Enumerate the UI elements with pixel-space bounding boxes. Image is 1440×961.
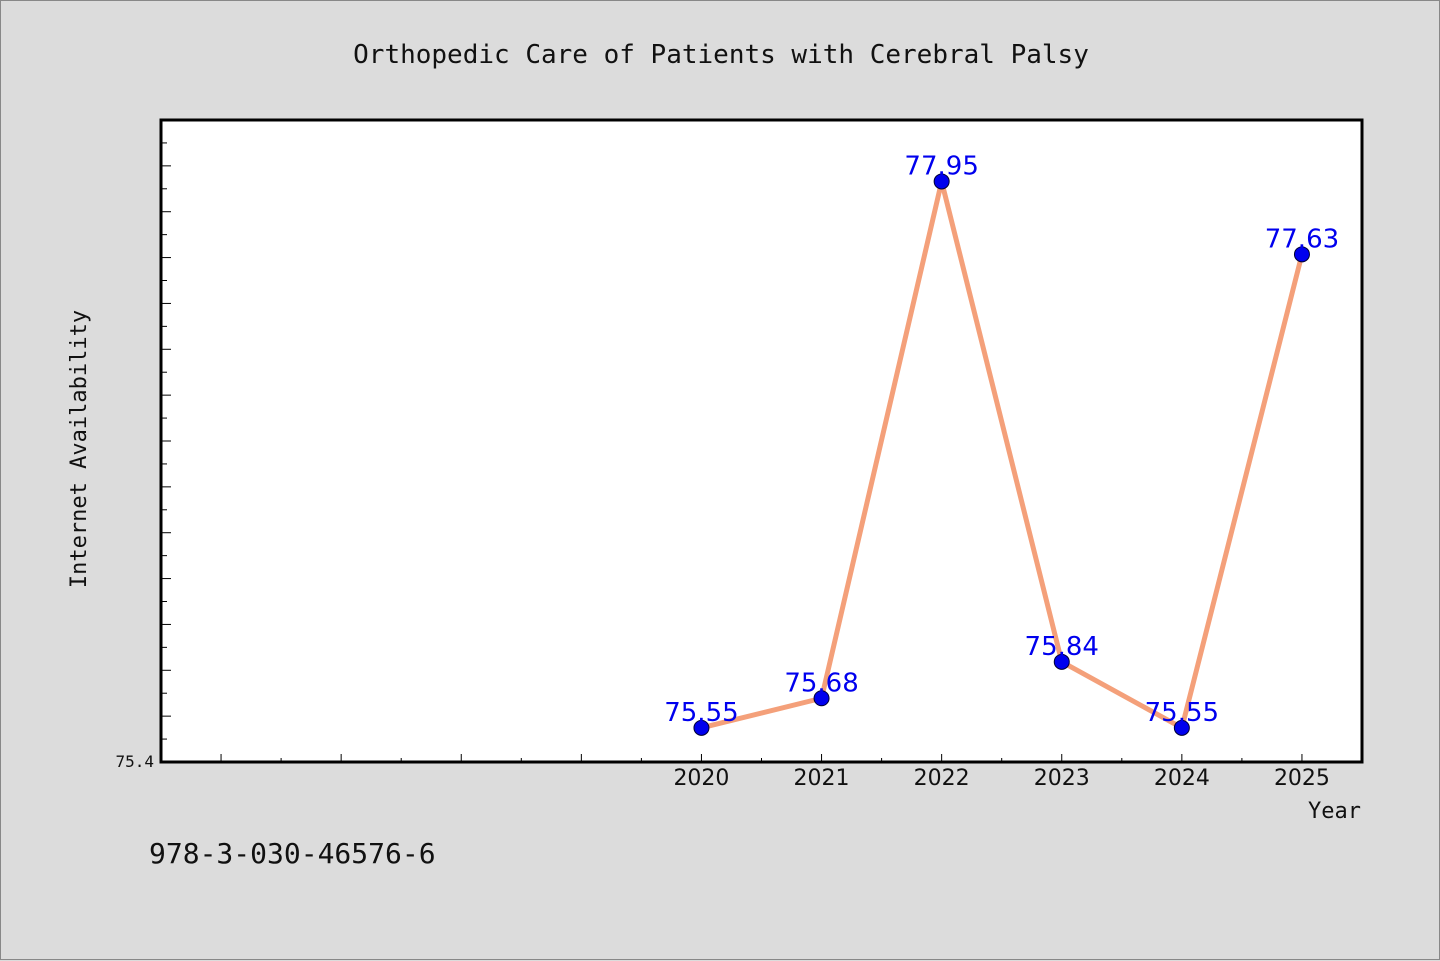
data-point (1293, 246, 1310, 263)
x-axis-ticks (160, 754, 1363, 762)
data-label: 75.55 (1145, 698, 1219, 728)
plot-area (159, 118, 1364, 764)
chart-title: Orthopedic Care of Patients with Cerebra… (353, 40, 1089, 70)
x-tick-label: 2022 (914, 766, 970, 791)
y-tick-label: 75.4 (115, 752, 154, 771)
x-tick-label: 2025 (1274, 766, 1330, 791)
data-point (933, 173, 950, 190)
data-labels: 75.55 75.68 77.95 75.84 75.55 77.63 (664, 151, 1339, 727)
data-label: 75.68 (784, 668, 858, 698)
y-axis-ticks (161, 142, 171, 740)
data-point (1173, 719, 1190, 736)
data-label: 77.95 (904, 151, 978, 181)
data-point (693, 719, 710, 736)
isbn-text: 978-3-030-46576-6 (149, 837, 436, 870)
x-tick-label: 2024 (1154, 766, 1210, 791)
data-point (813, 690, 830, 707)
data-label: 75.55 (664, 698, 738, 728)
x-axis-label: Year (1308, 799, 1361, 824)
data-label: 75.84 (1025, 632, 1099, 662)
data-point (1053, 653, 1070, 670)
data-label: 77.63 (1265, 224, 1339, 254)
series-markers (693, 173, 1310, 736)
y-axis-label: Internet Availability (67, 310, 92, 588)
series-line (698, 178, 1305, 731)
x-tick-label: 2023 (1034, 766, 1090, 791)
x-tick-label: 2020 (673, 766, 729, 791)
x-tick-labels: 2020 2021 2022 2023 2024 2025 (673, 766, 1329, 791)
x-tick-label: 2021 (794, 766, 850, 791)
